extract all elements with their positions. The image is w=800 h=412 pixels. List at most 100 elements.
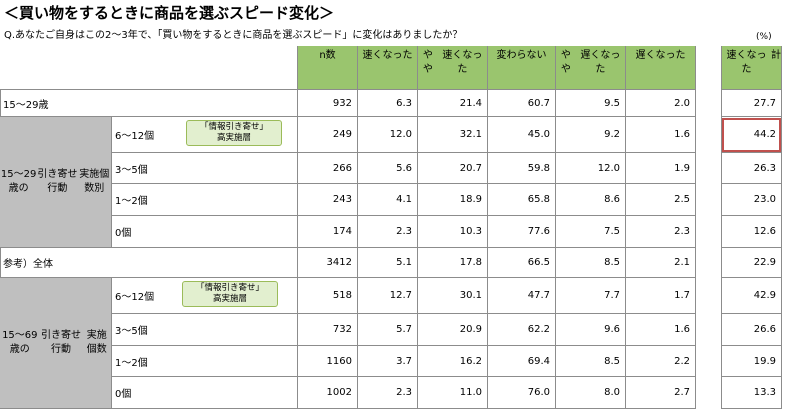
table-cell: 42.9 — [722, 278, 782, 314]
column-header-text: 遅くなった — [580, 50, 621, 75]
group-label-text: 実施個数別 — [79, 169, 110, 194]
row-label: 15～29歳 — [0, 90, 298, 117]
tag-text: 「情報引き寄せ」 — [195, 283, 264, 293]
table-cell: 9.5 — [556, 90, 626, 117]
column-header: 速くなった計 — [722, 46, 782, 90]
table-cell: 20.7 — [418, 153, 488, 184]
group-label: 15～29歳の 引き寄せ行動 実施個数別 — [0, 117, 112, 248]
table-cell: 60.7 — [488, 90, 556, 117]
table-cell: 20.9 — [418, 314, 488, 346]
table-cell: 12.6 — [722, 216, 782, 248]
table-cell: 69.4 — [488, 346, 556, 377]
tag-text: 「情報引き寄せ」 — [199, 122, 268, 132]
table-cell: 1.6 — [626, 117, 696, 153]
table-cell: 2.0 — [626, 90, 696, 117]
table-cell: 17.8 — [418, 248, 488, 278]
tag-text: 高実施層 — [212, 294, 247, 304]
table-cell: 3.7 — [358, 346, 418, 377]
group-label-text: 15～69歳の — [2, 330, 38, 355]
table-cell: 47.7 — [488, 278, 556, 314]
row-label: 参考）全体 — [0, 248, 298, 278]
table-cell: 2.3 — [358, 377, 418, 409]
table-cell: 27.7 — [722, 90, 782, 117]
table-cell: 12.7 — [358, 278, 418, 314]
unit-label: (%) — [756, 32, 772, 42]
row-label: 6～12個 — [112, 117, 298, 153]
row-label: 1～2個 — [112, 184, 298, 216]
table-cell: 8.0 — [556, 377, 626, 409]
column-header: n数 — [298, 46, 358, 90]
table-cell: 19.9 — [722, 346, 782, 377]
column-header-text: 速くなった — [726, 50, 767, 75]
table-cell: 9.6 — [556, 314, 626, 346]
table-cell: 1.6 — [626, 314, 696, 346]
table-cell: 11.0 — [418, 377, 488, 409]
table-cell: 22.9 — [722, 248, 782, 278]
column-header-text: やや — [422, 50, 433, 75]
table-cell: 76.0 — [488, 377, 556, 409]
table-cell: 2.2 — [626, 346, 696, 377]
table-cell: 26.6 — [722, 314, 782, 346]
table-cell: 77.6 — [488, 216, 556, 248]
table-cell: 8.5 — [556, 346, 626, 377]
table-cell: 30.1 — [418, 278, 488, 314]
table-cell: 23.0 — [722, 184, 782, 216]
table-cell: 18.9 — [418, 184, 488, 216]
table-cell: 26.3 — [722, 153, 782, 184]
column-header-text: 計 — [771, 50, 781, 61]
survey-question: Q.あなたご自身はこの2～3年で、「買い物をするときに商品を選ぶスピード」に変化… — [4, 30, 463, 41]
row-label: 0個 — [112, 377, 298, 409]
table-cell: 5.7 — [358, 314, 418, 346]
table-cell: 2.1 — [626, 248, 696, 278]
table-cell: 1160 — [298, 346, 358, 377]
high-engagement-tag: 「情報引き寄せ」 高実施層 — [182, 281, 278, 307]
table-cell: 62.2 — [488, 314, 556, 346]
table-cell: 4.1 — [358, 184, 418, 216]
group-label: 15～69歳の 引き寄せ行動 実施個数 — [0, 278, 112, 409]
column-header-text: 速くなった — [362, 50, 413, 61]
table-cell: 45.0 — [488, 117, 556, 153]
table-cell: 65.8 — [488, 184, 556, 216]
group-label-text: 15～29歳の — [0, 169, 37, 194]
table-cell: 16.2 — [418, 346, 488, 377]
row-label: 0個 — [112, 216, 298, 248]
table-cell: 8.5 — [556, 248, 626, 278]
table-cell: 8.6 — [556, 184, 626, 216]
table-cell: 9.2 — [556, 117, 626, 153]
table-cell: 2.7 — [626, 377, 696, 409]
column-header-text: 速くなった — [442, 50, 483, 75]
table-top-border — [0, 89, 298, 90]
column-header-text: 遅くなった — [635, 50, 686, 61]
table-cell: 1.9 — [626, 153, 696, 184]
table-cell: 1.7 — [626, 278, 696, 314]
column-header-text: やや — [560, 50, 571, 75]
table-cell: 59.8 — [488, 153, 556, 184]
table-cell: 12.0 — [358, 117, 418, 153]
table-cell: 5.1 — [358, 248, 418, 278]
tag-text: 高実施層 — [216, 133, 251, 143]
table-cell: 21.4 — [418, 90, 488, 117]
table-cell: 2.3 — [626, 216, 696, 248]
high-engagement-tag: 「情報引き寄せ」 高実施層 — [186, 120, 282, 146]
table-cell: 12.0 — [556, 153, 626, 184]
table-cell: 2.3 — [358, 216, 418, 248]
group-label-text: 引き寄せ行動 — [41, 330, 82, 355]
table-cell: 2.5 — [626, 184, 696, 216]
row-label: 1～2個 — [112, 346, 298, 377]
table-cell: 6.3 — [358, 90, 418, 117]
table-cell: 518 — [298, 278, 358, 314]
header-left-border — [721, 46, 722, 409]
table-cell: 3412 — [298, 248, 358, 278]
table-cell: 732 — [298, 314, 358, 346]
group-label-text: 引き寄せ行動 — [37, 169, 78, 194]
column-header: 遅くなった — [626, 46, 696, 90]
group-label-text: 実施個数 — [86, 330, 107, 355]
table-cell: 266 — [298, 153, 358, 184]
column-header: やや 速くなった — [418, 46, 488, 90]
table-cell: 243 — [298, 184, 358, 216]
column-header-text: 変わらない — [496, 50, 547, 61]
row-label: 3～5個 — [112, 153, 298, 184]
row-label: 6～12個 — [112, 278, 298, 314]
table-cell: 10.3 — [418, 216, 488, 248]
column-header: 速くなった — [358, 46, 418, 90]
